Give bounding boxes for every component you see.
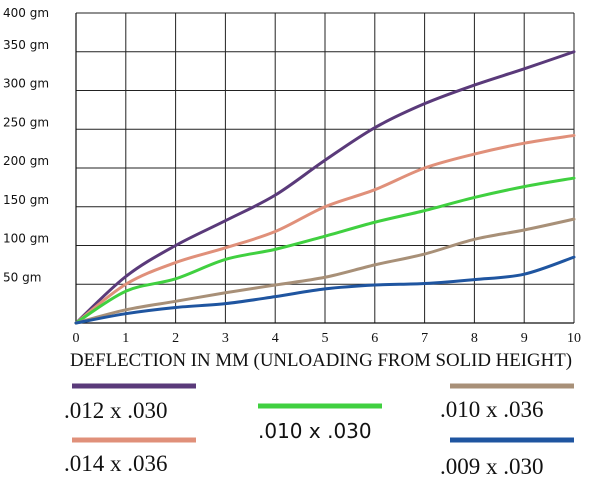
x-tick-label: 0	[73, 331, 80, 346]
x-tick-label: 10	[567, 331, 581, 346]
x-tick-label: 2	[172, 331, 179, 346]
x-tick-label: 9	[521, 331, 528, 346]
y-tick-label: 200 gm	[3, 154, 49, 168]
series-line	[74, 133, 576, 325]
y-tick-label: 100 gm	[3, 232, 49, 246]
x-tick-label: 8	[471, 331, 478, 346]
x-tick-labels: 0 1 2 3 4 5 6 7 8 9 10	[73, 331, 582, 346]
legend-label: .012 x .030	[64, 398, 168, 423]
y-tick-label: 400 gm	[3, 6, 49, 20]
x-tick-label: 1	[122, 331, 129, 346]
legend-label: .014 x .036	[64, 451, 168, 476]
y-tick-label: 300 gm	[3, 77, 49, 91]
y-tick-label: 350 gm	[3, 38, 49, 52]
legend: .012 x .030 .014 x .036 .010 x .030 .010 x …	[64, 383, 574, 479]
legend-label: .010 x .030	[258, 419, 372, 443]
y-tick-label: 150 gm	[3, 193, 49, 207]
legend-label: .010 x .036	[440, 397, 544, 422]
x-tick-label: 5	[322, 331, 329, 346]
series-line	[74, 255, 576, 325]
x-axis-label: DEFLECTION IN MM (UNLOADING FROM SOLID H…	[70, 350, 572, 371]
series-line	[74, 217, 576, 325]
y-tick-label: 50 gm	[3, 270, 41, 284]
series-lines	[74, 50, 576, 325]
x-tick-label: 4	[272, 331, 279, 346]
legend-label: .009 x .030	[440, 454, 544, 479]
x-tick-label: 7	[421, 331, 428, 346]
series-line	[74, 50, 576, 325]
x-tick-label: 6	[371, 331, 378, 346]
axes	[75, 13, 574, 324]
x-tick-label: 3	[222, 331, 229, 346]
series-line	[74, 176, 576, 325]
y-tick-labels: 50 gm 100 gm 150 gm 200 gm 250 gm 300 gm 350 g…	[3, 6, 49, 284]
y-tick-label: 250 gm	[3, 115, 49, 129]
